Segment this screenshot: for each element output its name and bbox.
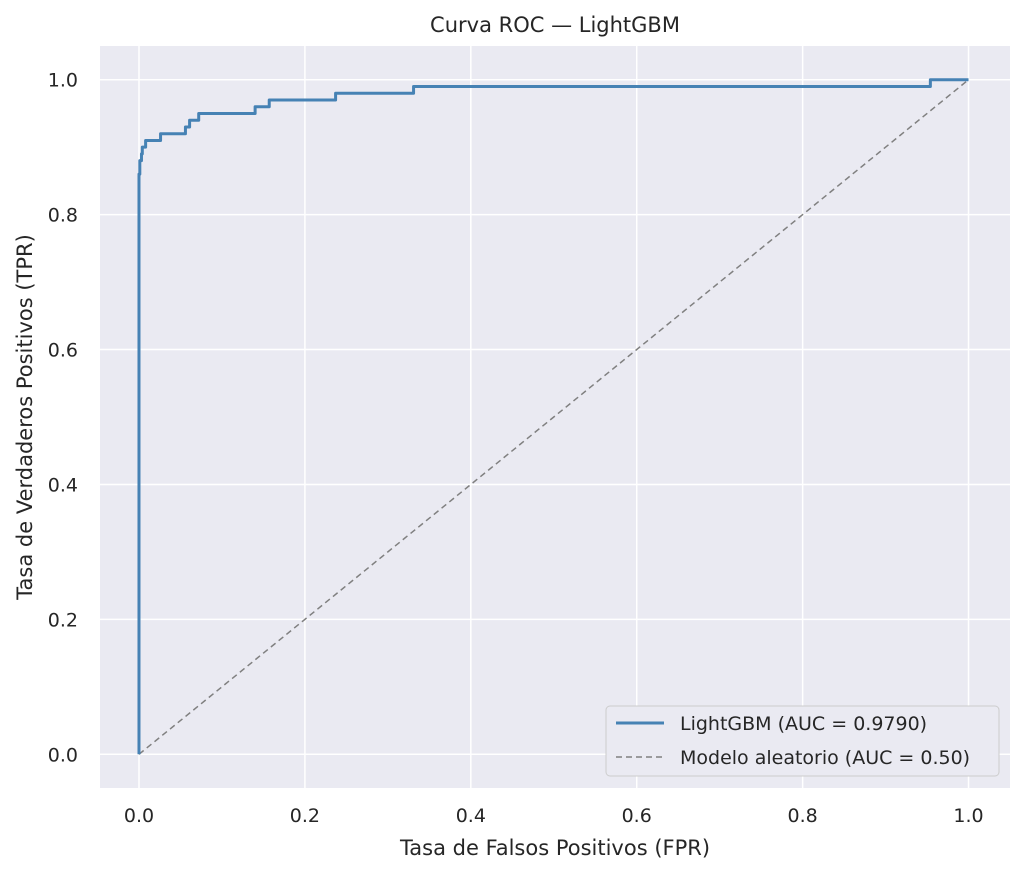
legend-box (605, 705, 1000, 777)
x-tick-label: 0.0 (124, 805, 154, 827)
x-tick-label: 1.0 (953, 805, 983, 827)
y-tick-label: 0.2 (48, 609, 78, 631)
x-tick-label: 0.8 (788, 805, 818, 827)
x-axis-label: Tasa de Falsos Positivos (FPR) (399, 836, 710, 860)
lightgbm-roc-line (137, 78, 969, 755)
y-tick-label: 0.8 (48, 205, 78, 227)
x-tick-label: 0.6 (622, 805, 652, 827)
legend-label-lightgbm: LightGBM (AUC = 0.9790) (680, 713, 927, 735)
plot-background (100, 46, 1010, 788)
y-tick-label: 1.0 (48, 70, 78, 92)
y-tick-labels: 0.0 0.2 0.4 0.6 0.8 1.0 (48, 70, 78, 767)
y-tick-label: 0.6 (48, 340, 78, 362)
y-tick-label: 0.4 (48, 474, 78, 496)
legend-label-random: Modelo aleatorio (AUC = 0.50) (680, 747, 970, 769)
random-model-line (138, 79, 969, 755)
chart-title: Curva ROC — LightGBM (430, 13, 680, 37)
y-tick-label: 0.0 (48, 744, 78, 766)
x-tick-labels: 0.0 0.2 0.4 0.6 0.8 1.0 (124, 805, 984, 827)
y-axis-label: Tasa de Verdaderos Positivos (TPR) (13, 234, 37, 601)
legend: LightGBM (AUC = 0.9790) Modelo aleatorio… (605, 705, 1000, 777)
grid (100, 46, 1010, 788)
series-layer (137, 78, 969, 755)
x-tick-label: 0.2 (290, 805, 320, 827)
x-tick-label: 0.4 (456, 805, 486, 827)
